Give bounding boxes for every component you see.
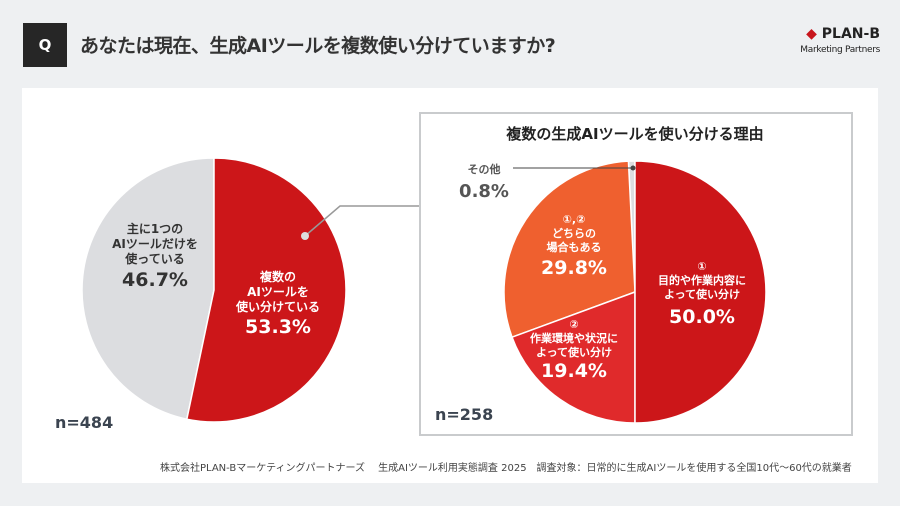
label-multi: 複数の AIツールを 使い分けている 53.3% — [235, 270, 321, 338]
label-reason-2: ② 作業環境や状況に よって使い分け 19.4% — [530, 318, 618, 382]
label-reason-both: ①,② どちらの 場合もある 29.8% — [541, 213, 607, 279]
value-multi: 53.3% — [245, 316, 311, 338]
q-label: Q — [38, 36, 52, 54]
logo-mark-icon: ◆ — [806, 26, 817, 42]
reason-slice-2 — [503, 160, 636, 339]
n-left: n=484 — [55, 413, 114, 432]
usage-slice-1 — [81, 157, 215, 421]
label-other: その他 0.8% — [459, 163, 509, 202]
footer-source: 株式会社PLAN-Bマーケティングパートナーズ 生成AIツール利用実態調査 20… — [160, 463, 852, 474]
label-single: 主に1つの AIツールだけを 使っている 46.7% — [112, 222, 198, 291]
reasons-title: 複数の生成AIツールを使い分ける理由 — [506, 125, 764, 143]
usage-slice-0 — [185, 157, 347, 423]
n-right: n=258 — [435, 405, 494, 424]
logo: ◆ PLAN-B Marketing Partners — [790, 26, 880, 55]
connector-dot — [301, 232, 309, 240]
reasons-panel — [419, 112, 853, 436]
reason-slice-0 — [634, 160, 767, 424]
reason-slice-1 — [511, 290, 636, 424]
logo-name: PLAN-B — [821, 26, 880, 42]
logo-subtitle: Marketing Partners — [800, 45, 880, 55]
question-badge: Q — [23, 23, 67, 67]
label-reason-1: ① 目的や作業内容に よって使い分け 50.0% — [658, 260, 746, 328]
connector-dot — [630, 165, 636, 171]
value-single: 46.7% — [122, 269, 188, 291]
connector-line — [304, 205, 419, 237]
page-title: あなたは現在、生成AIツールを複数使い分けていますか? — [80, 35, 556, 57]
